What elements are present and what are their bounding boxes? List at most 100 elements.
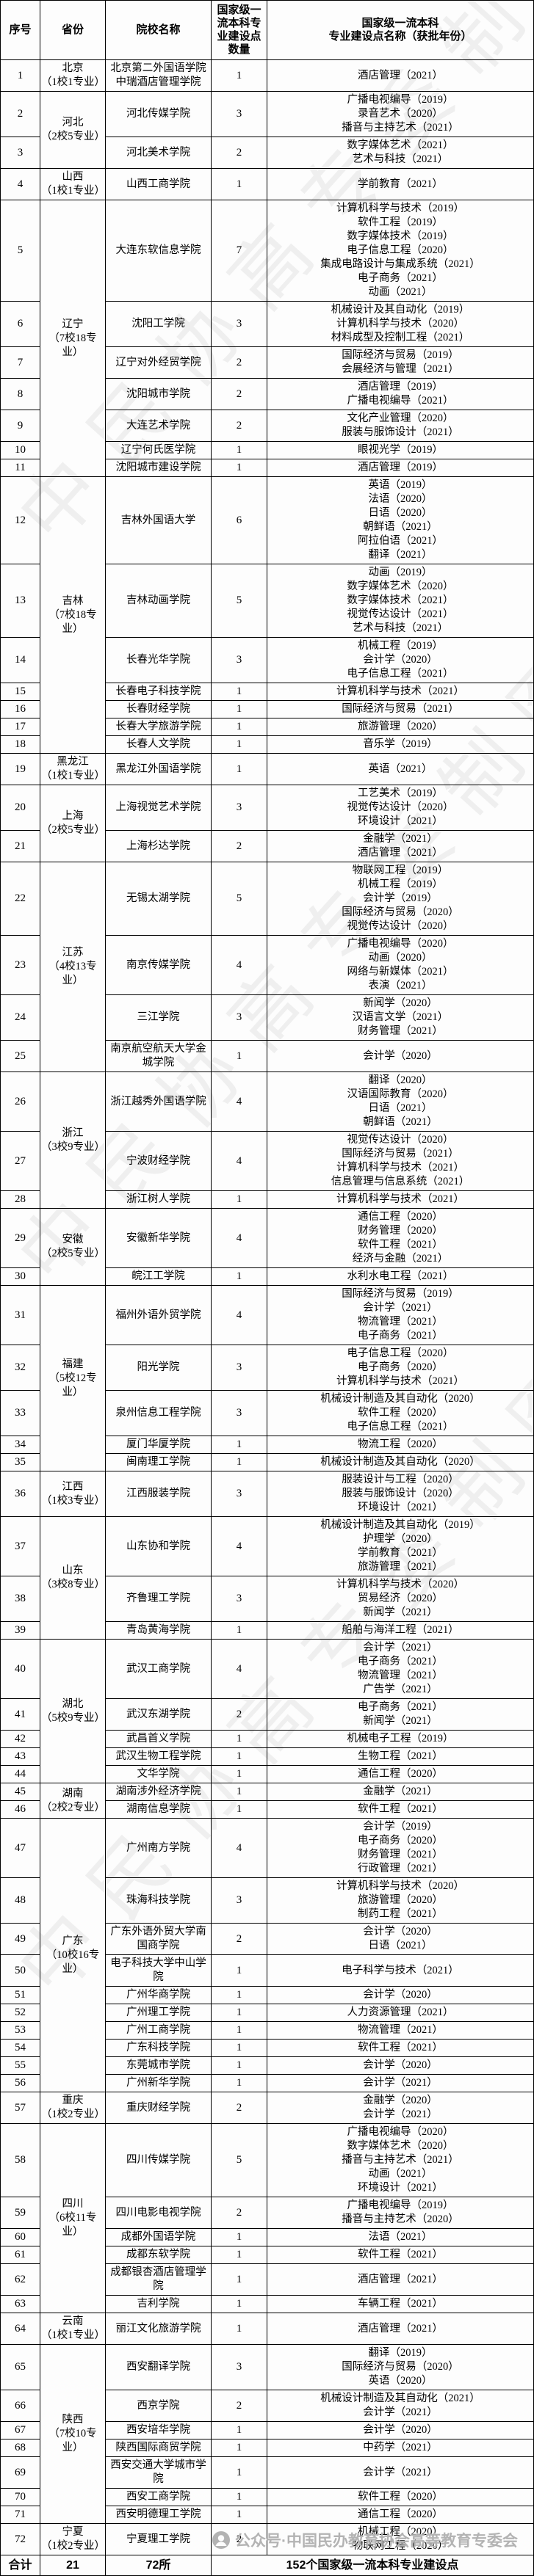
- program-count: 2: [211, 2390, 267, 2422]
- serial-number: 9: [0, 410, 40, 442]
- program-count: 5: [211, 564, 267, 638]
- program-names: 机械设计制造及其自动化（2019） 护理学（2020） 学前教育（2021） 旅游管理…: [267, 1516, 534, 1576]
- school-name: 北京第二外国语学院中瑞酒店管理学院: [105, 59, 212, 92]
- serial-number: 8: [0, 378, 40, 410]
- program-names: 软件工程（2021）: [267, 2246, 534, 2264]
- table-row: 26 浙江 （3校9专业） 浙江越秀外国语学院 4 翻译（2020） 汉语国际教育（2020…: [0, 1071, 534, 1209]
- school-name: 武汉东湖学院: [105, 1698, 212, 1731]
- school-name: 南京航空航天大学金城学院: [105, 1040, 212, 1072]
- table-row: 27 宁波财经学院 4 视觉传达设计（2020） 国际经济与贸易（2021） 计算机科学与…: [0, 1131, 534, 1191]
- program-names: 软件工程（2020）: [267, 2488, 534, 2506]
- table-row: 37 山东 （3校8专业） 山东协和学院 4 机械设计制造及其自动化（2019） 护理学（2…: [0, 1516, 534, 1640]
- program-names: 计算机科学与技术（2020） 旅游管理（2020） 制药工程（2021）: [267, 1877, 534, 1924]
- column-header-0: 序号: [0, 0, 40, 60]
- program-count: 1: [211, 1436, 267, 1454]
- serial-number: 48: [0, 1877, 40, 1924]
- school-name: 辽宁对外经贸学院: [105, 346, 212, 379]
- program-names: 机械设计及其自动化（2019） 计算机科学与技术（2020） 材料成型及控制工程（2…: [267, 301, 534, 347]
- serial-number: 27: [0, 1131, 40, 1191]
- program-names: 翻译（2019） 国际经济与贸易（2020） 英语（2020）: [267, 2344, 534, 2390]
- table-row: 40 湖北 （5校9专业） 武汉工商学院 4 会计学（2021） 电子商务（2021） 物流管…: [0, 1639, 534, 1783]
- serial-number: 55: [0, 2056, 40, 2075]
- serial-number: 56: [0, 2074, 40, 2092]
- program-names: 软件工程（2021）: [267, 1800, 534, 1819]
- program-names: 人力资源管理（2021）: [267, 2004, 534, 2022]
- school-name: 厦门华厦学院: [105, 1436, 212, 1454]
- program-names: 车辆工程（2021）: [267, 2295, 534, 2313]
- table-row: 55 东莞城市学院 1 会计学（2020）: [0, 2056, 534, 2075]
- serial-number: 65: [0, 2344, 40, 2390]
- school-name: 丽江文化旅游学院: [105, 2313, 212, 2345]
- school-name: 武汉工商学院: [105, 1639, 212, 1699]
- serial-number: 62: [0, 2263, 40, 2296]
- school-name: 河北传媒学院: [105, 91, 212, 137]
- program-count: 4: [211, 1071, 267, 1132]
- program-count: 1: [211, 700, 267, 718]
- school-name: 南京传媒学院: [105, 935, 212, 995]
- serial-number: 7: [0, 346, 40, 379]
- table-row: 59 四川电影电视学院 2 广播电视编导（2019） 播音与主持艺术（2020）: [0, 2197, 534, 2229]
- school-name: 沈阳城市学院: [105, 378, 212, 410]
- school-name: 江西服装学院: [105, 1471, 212, 1517]
- program-count: 3: [211, 2344, 267, 2390]
- program-count: 3: [211, 1390, 267, 1436]
- table-row: 11 沈阳城市建设学院 1 酒店管理（2019）: [0, 459, 534, 477]
- program-count: 2: [211, 830, 267, 862]
- school-name: 安徽新华学院: [105, 1208, 212, 1268]
- program-names: 机械设计制造及其自动化（2020） 软件工程（2020） 电子信息工程（2021）: [267, 1390, 534, 1436]
- program-names: 酒店管理（2021）: [267, 2263, 534, 2296]
- school-name: 河北美术学院: [105, 137, 212, 169]
- serial-number: 41: [0, 1698, 40, 1731]
- program-count: 2: [211, 137, 267, 169]
- serial-number: 67: [0, 2421, 40, 2439]
- table-row: 13 吉林动画学院 5 动画（2019） 数字媒体艺术（2020） 数字媒体技术（2021…: [0, 564, 534, 638]
- program-names: 酒店管理（2019） 广播电视编导（2021）: [267, 378, 534, 410]
- program-count: 1: [211, 459, 267, 477]
- program-names: 会计学（2020）: [267, 2421, 534, 2439]
- table-row: 2 河北 （2校5专业） 河北传媒学院 3 广播电视编导（2019） 录音艺术（2020）播…: [0, 91, 534, 169]
- serial-number: 36: [0, 1471, 40, 1517]
- program-names: 广播电视编导（2020） 动画（2020） 网络与新媒体（2021） 表演（2021）: [267, 935, 534, 995]
- table-row: 34 厦门华厦学院 1 物流工程（2020）: [0, 1436, 534, 1454]
- school-name: 广州新华学院: [105, 2074, 212, 2092]
- program-count: 1: [211, 2488, 267, 2506]
- program-count: 4: [211, 1516, 267, 1576]
- serial-number: 61: [0, 2246, 40, 2264]
- serial-number: 34: [0, 1436, 40, 1454]
- table-row: 51 广州华商学院 1 会计学（2020）: [0, 1986, 534, 2004]
- school-name: 广州工商学院: [105, 2021, 212, 2040]
- serial-number: 18: [0, 735, 40, 754]
- serial-number: 20: [0, 785, 40, 831]
- program-names: 会计学（2020） 日语（2021）: [267, 1923, 534, 1955]
- serial-number: 37: [0, 1516, 40, 1576]
- serial-number: 43: [0, 1747, 40, 1766]
- program-names: 英语（2019） 法语（2020） 日语（2020） 朝鲜语（2021） 阿拉伯语（20…: [267, 476, 534, 564]
- province-cell: 浙江 （3校9专业）: [40, 1071, 106, 1209]
- program-names: 法语（2021）: [267, 2228, 534, 2246]
- table-row: 14 长春光华学院 3 机械工程（2019） 会计学（2020） 电子信息工程（2021）: [0, 637, 534, 683]
- serial-number: 69: [0, 2456, 40, 2489]
- school-name: 西安工商学院: [105, 2488, 212, 2506]
- table-body: 1 北京 （1校1专业） 北京第二外国语学院中瑞酒店管理学院 1 酒店管理（2021） 2 河…: [0, 59, 534, 2555]
- school-name: 沈阳工学院: [105, 301, 212, 347]
- serial-number: 17: [0, 718, 40, 736]
- table-row: 41 武汉东湖学院 2 电子商务（2021） 新闻学（2021）: [0, 1698, 534, 1731]
- school-name: 广州南方学院: [105, 1818, 212, 1878]
- table-row: 38 齐鲁理工学院 3 计算机科学与技术（2020） 贸易经济（2020） 新闻学（202…: [0, 1576, 534, 1622]
- school-name: 阳光学院: [105, 1345, 212, 1391]
- program-count: 1: [211, 2074, 267, 2092]
- serial-number: 1: [0, 59, 40, 92]
- total-provinces: 21: [40, 2555, 106, 2576]
- school-name: 东莞城市学院: [105, 2056, 212, 2075]
- program-count: 4: [211, 1208, 267, 1268]
- table-row: 23 南京传媒学院 4 广播电视编导（2020） 动画（2020） 网络与新媒体（2021…: [0, 935, 534, 995]
- table-row: 54 广东科技学院 1 软件工程（2021）: [0, 2039, 534, 2057]
- program-count: 6: [211, 476, 267, 564]
- program-count: 5: [211, 2123, 267, 2197]
- serial-number: 30: [0, 1267, 40, 1286]
- program-names: 学前教育（2021）: [267, 168, 534, 200]
- school-name: 山西工商学院: [105, 168, 212, 200]
- program-count: 4: [211, 1639, 267, 1699]
- program-count: 2: [211, 2523, 267, 2555]
- program-count: 1: [211, 1747, 267, 1766]
